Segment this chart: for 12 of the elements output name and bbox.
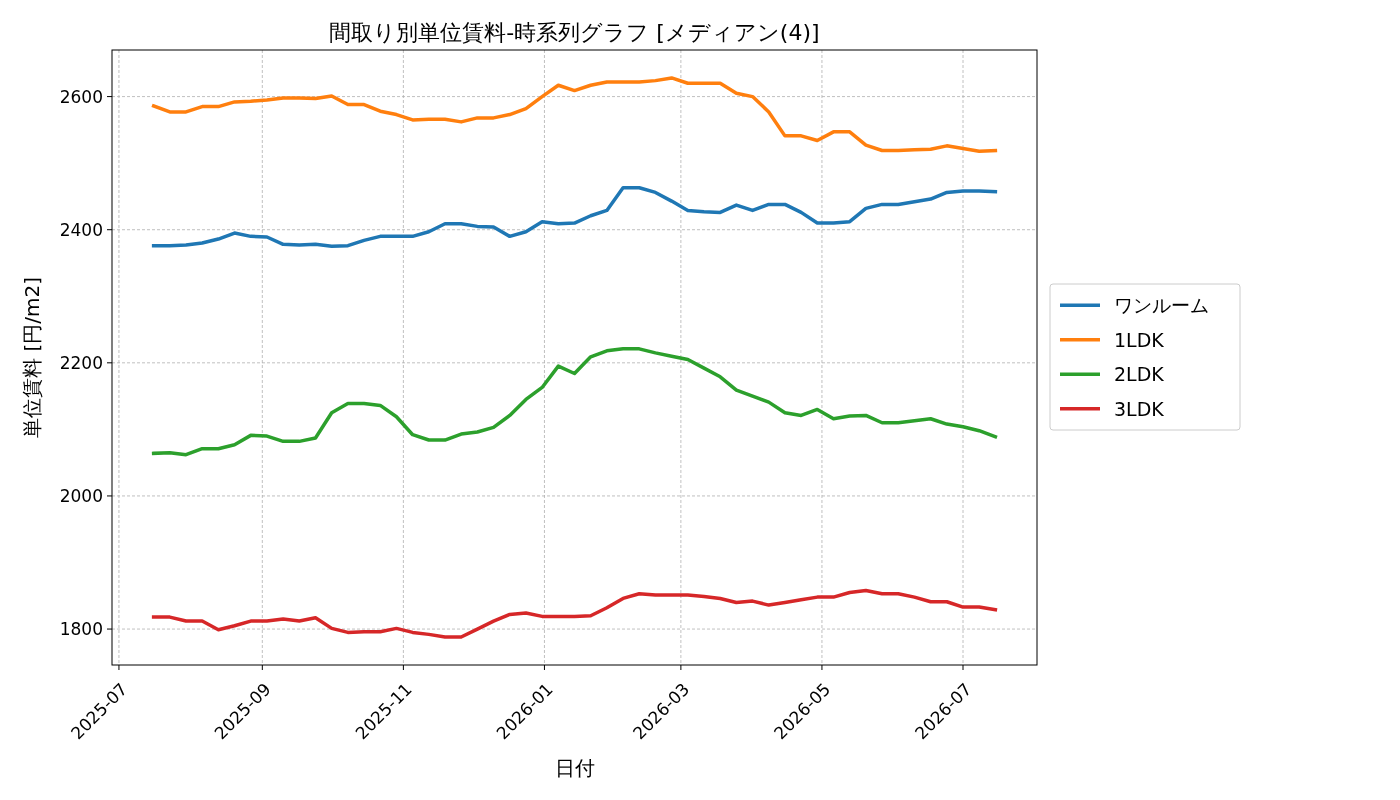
x-axis-title: 日付 — [554, 756, 595, 780]
y-axis-title: 単位賃料 [円/m2] — [20, 277, 44, 438]
y-tick-label: 2600 — [59, 86, 103, 107]
legend-label: 3LDK — [1114, 397, 1165, 420]
legend-label: ワンルーム — [1114, 294, 1209, 317]
y-tick-label: 2000 — [59, 485, 103, 506]
y-tick-label: 1800 — [59, 619, 103, 640]
legend-label: 2LDK — [1114, 363, 1165, 386]
y-tick-label: 2400 — [59, 219, 103, 240]
y-tick-label: 2200 — [59, 352, 103, 373]
legend-label: 1LDK — [1114, 328, 1165, 351]
chart-title: 間取り別単位賃料-時系列グラフ [メディアン(4)] — [329, 19, 820, 45]
